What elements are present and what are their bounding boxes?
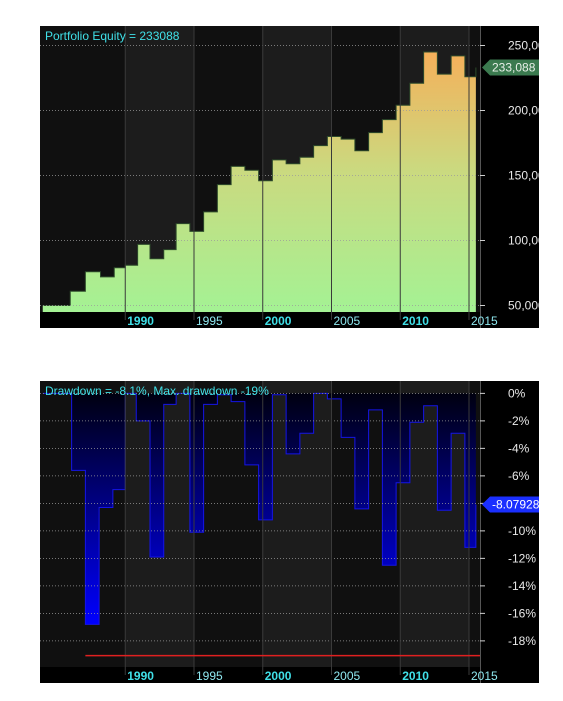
y-tick-label: -18% <box>508 634 536 648</box>
x-tick-label: 1995 <box>196 669 223 683</box>
y-tick-label: 100,000 <box>508 234 539 248</box>
drawdown-chart: 0%-2%-4%-6%-8%-10%-12%-14%-16%-18%199019… <box>40 381 539 683</box>
drawdown-area <box>42 393 476 625</box>
y-tick-label: -16% <box>508 606 536 620</box>
equity-last-value: 233,088 <box>492 60 536 74</box>
y-tick-label: -6% <box>508 469 530 483</box>
x-tick-label: 1995 <box>196 314 223 328</box>
y-tick-label: -12% <box>508 551 536 565</box>
x-tick-label: 1990 <box>127 314 154 328</box>
equity-area <box>42 52 476 312</box>
drawdown-chart-panel: 0%-2%-4%-6%-8%-10%-12%-14%-16%-18%199019… <box>40 381 539 683</box>
y-tick-label: -10% <box>508 524 536 538</box>
drawdown-last-value: -8.07928 <box>492 497 539 511</box>
drawdown-title: Drawdown = -8.1%, Max. drawdown -19% <box>45 384 269 398</box>
x-tick-label: 2005 <box>334 669 361 683</box>
y-tick-label: 250,000 <box>508 39 539 53</box>
equity-chart-panel: 50,000 100,000 150,000 200,000 250,000 1990 19… <box>40 26 539 328</box>
equity-chart: 50,000 100,000 150,000 200,000 250,000 1990 19… <box>40 26 539 328</box>
x-tick-label: 2010 <box>402 314 429 328</box>
y-tick-label: -14% <box>508 579 536 593</box>
drawdown-last-value-badge: -8.07928 <box>482 496 539 513</box>
x-tick-label: 1990 <box>127 669 154 683</box>
y-tick-label: 150,000 <box>508 169 539 183</box>
x-tick-label: 2015 <box>471 669 498 683</box>
y-tick-label: 200,000 <box>508 104 539 118</box>
x-tick-label: 2015 <box>471 314 498 328</box>
y-tick-label: 0% <box>508 386 526 400</box>
y-tick-label: -2% <box>508 414 530 428</box>
x-tick-label: 2000 <box>265 669 292 683</box>
x-tick-label: 2005 <box>334 314 361 328</box>
x-tick-label: 2010 <box>402 669 429 683</box>
equity-last-value-badge: 233,088 <box>482 59 539 76</box>
y-tick-label: 50,000 <box>508 299 539 313</box>
y-tick-label: -4% <box>508 441 530 455</box>
x-tick-label: 2000 <box>265 314 292 328</box>
equity-title: Portfolio Equity = 233088 <box>45 29 180 43</box>
